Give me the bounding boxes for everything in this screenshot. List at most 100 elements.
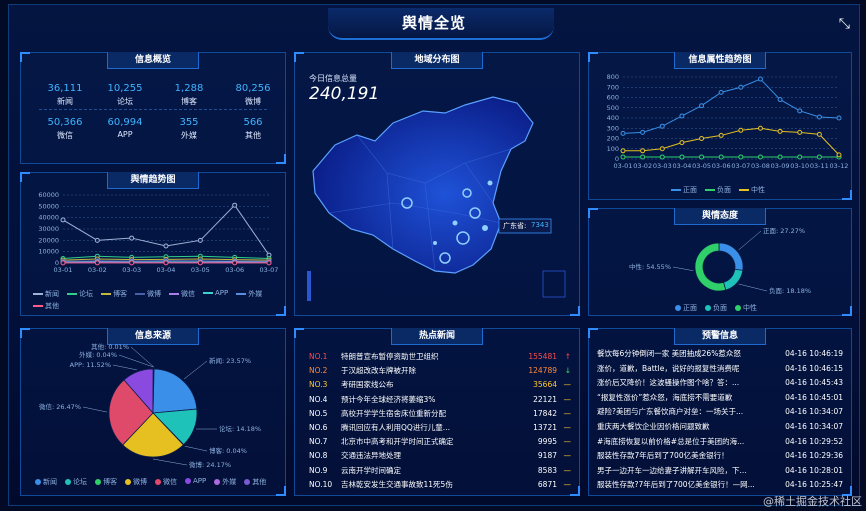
warning-row[interactable]: 男子一边开车一边给妻子讲解开车风险，下... 04-16 10:28:01 xyxy=(597,464,843,477)
y-tick-label: 0 xyxy=(615,155,619,163)
pie-slice xyxy=(152,368,155,414)
series-line xyxy=(622,78,840,134)
x-tick-label: 03-02 xyxy=(88,266,107,274)
data-point xyxy=(777,128,783,134)
overview-stat-label: 博客 xyxy=(181,97,197,106)
news-title-text: 于汉超改改车牌被开除 xyxy=(341,366,416,376)
data-point xyxy=(60,260,66,266)
overview-stat: 36,111 新闻 xyxy=(35,83,95,107)
y-tick-label: 20000 xyxy=(38,236,59,244)
legend-item[interactable]: 外媒 xyxy=(236,289,262,299)
warning-text: 避险?美团与广东餐饮商户对垒：一场关于... xyxy=(597,407,744,417)
x-tick-label: 03-08 xyxy=(751,162,770,170)
legend-label: 微博 xyxy=(133,478,147,486)
x-tick-label: 03-01 xyxy=(54,266,73,274)
legend-item[interactable]: 其他 xyxy=(244,477,266,487)
x-tick-label: 03-01 xyxy=(614,162,633,170)
legend-item[interactable]: 博客 xyxy=(101,289,127,299)
map-title: 地域分布图 xyxy=(391,52,483,69)
warning-time: 04-16 10:45:01 xyxy=(785,392,843,402)
news-row[interactable]: NO.4 预计今年全球经济将萎缩3% 22121 — xyxy=(309,392,571,407)
news-rank: NO.6 xyxy=(309,423,328,432)
legend-item[interactable]: 微信 xyxy=(155,477,177,487)
warning-row[interactable]: 重庆两大餐饮企业因价格问题致歉 04-16 10:34:07 xyxy=(597,420,843,433)
collapse-icon[interactable]: ⤡ xyxy=(838,16,850,32)
news-row[interactable]: NO.9 云南开学时间确定 8583 — xyxy=(309,463,571,478)
legend-label: 正面 xyxy=(683,186,697,194)
news-title-text: 预计今年全球经济将萎缩3% xyxy=(341,394,436,404)
news-row[interactable]: NO.10 吉林乾安发生交通事故致11死5伤 6871 — xyxy=(309,477,571,492)
map-total-label: 今日信息总量 xyxy=(309,74,357,83)
news-rank: NO.1 xyxy=(309,352,328,361)
legend-item[interactable]: 微博 xyxy=(135,289,161,299)
news-row[interactable]: NO.1 特朗普宣布暂停资助世卫组织 155481 ↑ xyxy=(309,349,571,364)
legend-item[interactable]: 负面 xyxy=(705,303,727,313)
news-count: 35664 xyxy=(533,380,557,390)
data-point xyxy=(232,260,238,266)
news-count: 8583 xyxy=(537,465,557,475)
map-hotspot-marker xyxy=(462,188,472,198)
china-map[interactable] xyxy=(295,53,579,315)
legend-label: 论坛 xyxy=(73,478,87,486)
news-trend-arrow: ↓ xyxy=(564,366,571,376)
title-plate xyxy=(328,8,554,40)
warning-row[interactable]: #海底捞恢复以前价格#总是位于美团的海... 04-16 10:29:52 xyxy=(597,435,843,448)
data-point xyxy=(266,260,272,266)
news-row[interactable]: NO.3 考研国家线公布 35664 — xyxy=(309,377,571,392)
news-row[interactable]: NO.5 高校开学学生宿舍床位重新分配 17842 — xyxy=(309,406,571,421)
legend-item[interactable]: 正面 xyxy=(675,303,697,313)
warning-row[interactable]: 涨价后又降价！这波骚操作图个啥？答：... 04-16 10:45:43 xyxy=(597,376,843,389)
legend-item[interactable]: 论坛 xyxy=(65,477,87,487)
warning-row[interactable]: 餐饮每6分钟倒闭一家 美团抽成26%惹众怒 04-16 10:46:19 xyxy=(597,347,843,360)
warning-row[interactable]: 服装性存款7年后到了700亿美金银行！ 04-16 10:29:36 xyxy=(597,449,843,462)
slice-label: 博客: 0.04% xyxy=(209,446,247,455)
legend-item[interactable]: 中性 xyxy=(735,303,757,313)
overview-stat-label: 新闻 xyxy=(57,97,73,106)
legend-item[interactable]: 博客 xyxy=(95,477,117,487)
legend-label: 其他 xyxy=(252,478,267,486)
legend-item[interactable]: APP xyxy=(203,289,228,299)
legend-item[interactable]: 新闻 xyxy=(33,289,59,299)
legend-item[interactable]: 论坛 xyxy=(67,289,93,299)
legend-item[interactable]: 中性 xyxy=(739,185,765,195)
news-row[interactable]: NO.2 于汉超改改车牌被开除 124789 ↓ xyxy=(309,363,571,378)
legend-swatch xyxy=(244,479,251,485)
slice-label: 负面: 18.18% xyxy=(769,286,811,295)
news-row[interactable]: NO.7 北京市中高考和开学时间正式确定 9995 — xyxy=(309,434,571,449)
legend-item[interactable]: 新闻 xyxy=(35,477,57,487)
page-title: 舆情全览 xyxy=(401,14,466,32)
data-point xyxy=(640,129,646,135)
attr-trend-title: 信息属性趋势图 xyxy=(674,52,766,69)
legend-item[interactable]: 负面 xyxy=(705,185,731,195)
legend-item[interactable]: 外媒 xyxy=(214,477,236,487)
warning-row[interactable]: “报复性涨价”惹众怒，海底捞不需要道歉 04-16 10:45:01 xyxy=(597,391,843,404)
data-point xyxy=(757,125,763,131)
warning-row[interactable]: 涨价，道歉，Battle，说好的报复性消费呢 04-16 10:46:15 xyxy=(597,362,843,375)
source-legend: 新闻 论坛 博客 微博 微信 APP 外媒 其他 xyxy=(35,477,281,487)
news-trend-arrow: — xyxy=(563,479,572,489)
news-trend-arrow: — xyxy=(563,437,572,447)
data-point xyxy=(94,237,100,243)
trend-chart: 0 10000 20000 30000 40000 50000 60000 03-01 03-0… xyxy=(38,191,278,274)
watermark: @稀土掘金技术社区 xyxy=(763,495,862,508)
legend-label: 其他 xyxy=(45,302,59,310)
legend-item[interactable]: 微信 xyxy=(169,289,195,299)
warning-row[interactable]: 避险?美团与广东餐饮商户对垒：一场关于... 04-16 10:34:07 xyxy=(597,405,843,418)
x-tick-label: 03-11 xyxy=(810,162,829,170)
overview-stat-label: 外媒 xyxy=(181,131,197,140)
legend-item[interactable]: 正面 xyxy=(671,185,697,195)
news-rank: NO.4 xyxy=(309,394,328,404)
overview-stat: 80,256 微博 xyxy=(223,83,283,107)
slice-leader-line xyxy=(118,354,154,368)
news-row[interactable]: NO.8 交通违法异地处理 9187 — xyxy=(309,448,571,463)
news-row[interactable]: NO.6 腾讯回应有人利用QQ进行儿童... 13721 — xyxy=(309,420,571,435)
slice-label: 微信: 26.47% xyxy=(39,402,81,411)
legend-item[interactable]: 其他 xyxy=(33,301,59,311)
x-tick-label: 03-09 xyxy=(771,162,790,170)
news-trend-arrow: — xyxy=(563,394,572,404)
y-tick-label: 300 xyxy=(607,124,619,132)
data-point xyxy=(129,260,135,266)
warning-row[interactable]: 服装性存款?7年后到了700亿美金银行！—网... 04-16 10:25:47 xyxy=(597,478,843,491)
legend-item[interactable]: 微博 xyxy=(125,477,147,487)
legend-item[interactable]: APP xyxy=(185,477,206,487)
